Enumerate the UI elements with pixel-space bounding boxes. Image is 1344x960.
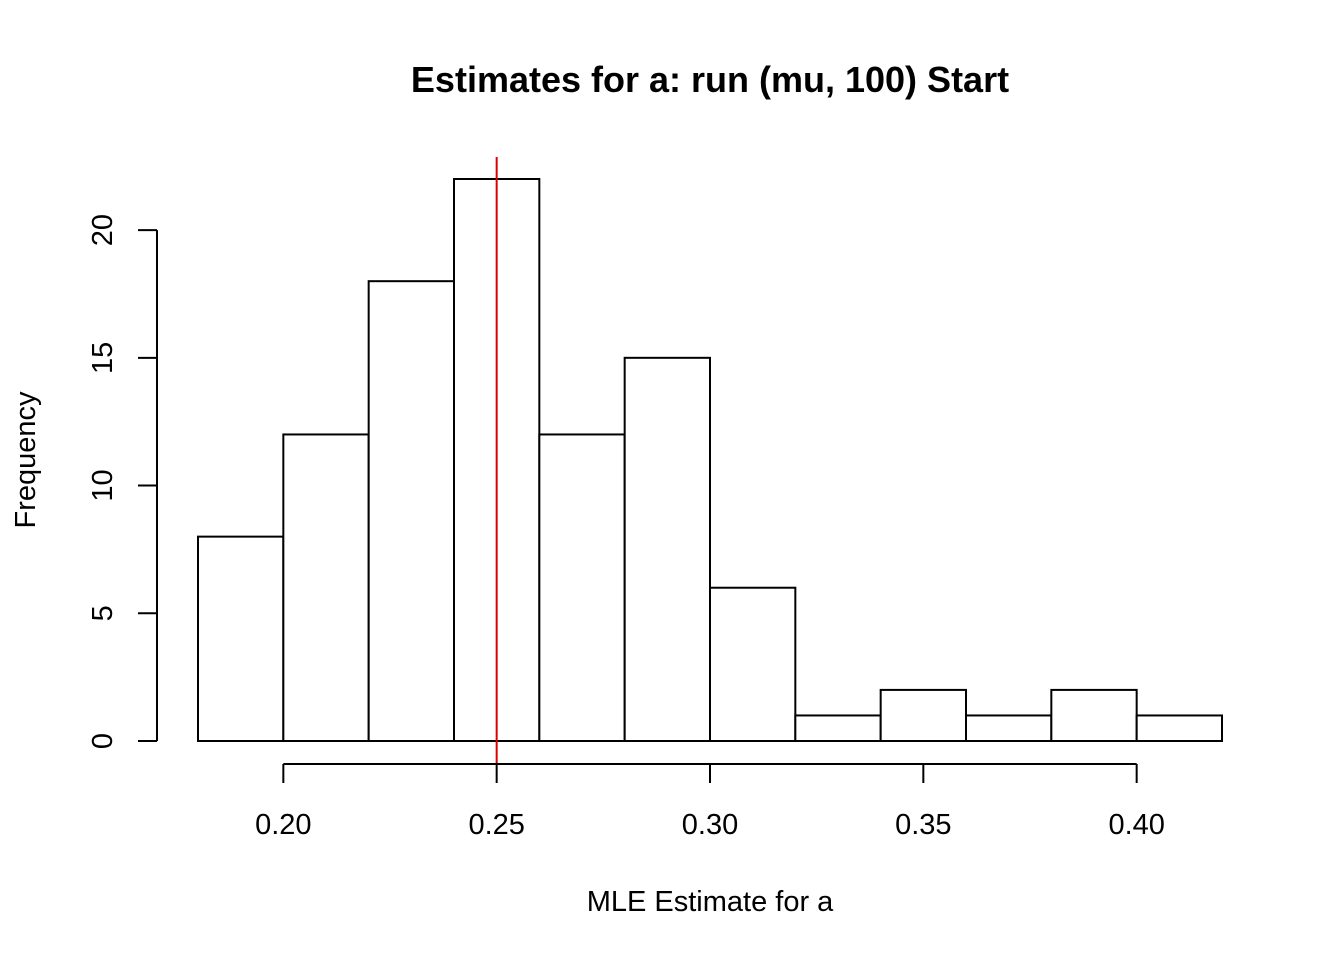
histogram-bar (623, 356, 712, 742)
y-tick-label: 10 (87, 469, 119, 501)
histogram-bars (197, 178, 1223, 743)
x-tick-label: 0.30 (682, 809, 738, 841)
x-tick-label: 0.35 (895, 809, 951, 841)
x-tick-label: 0.20 (255, 809, 311, 841)
histogram-bar (197, 535, 285, 742)
y-tick-label: 0 (87, 733, 119, 749)
x-tick-label: 0.40 (1108, 809, 1164, 841)
chart-title: Estimates for a: run (mu, 100) Start (411, 59, 1009, 100)
histogram-bar (367, 280, 455, 742)
x-axis-label: MLE Estimate for a (587, 886, 834, 918)
x-tick-label: 0.25 (468, 809, 524, 841)
histogram-bar (879, 688, 968, 743)
x-axis: 0.20 0.25 0.30 0.35 0.40 (255, 763, 1165, 841)
histogram-bar (538, 433, 626, 742)
y-axis: 0 5 10 15 20 (87, 214, 158, 749)
histogram-bar (709, 586, 797, 743)
histogram-bar (965, 714, 1053, 742)
histogram-bar (1135, 714, 1223, 742)
y-tick-label: 5 (87, 605, 119, 621)
y-axis-label: Frequency (10, 391, 42, 529)
histogram-bar (282, 433, 370, 742)
histogram-bar (1050, 688, 1138, 743)
y-tick-label: 20 (87, 214, 119, 246)
histogram-bar (794, 714, 882, 742)
y-tick-label: 15 (87, 342, 119, 374)
